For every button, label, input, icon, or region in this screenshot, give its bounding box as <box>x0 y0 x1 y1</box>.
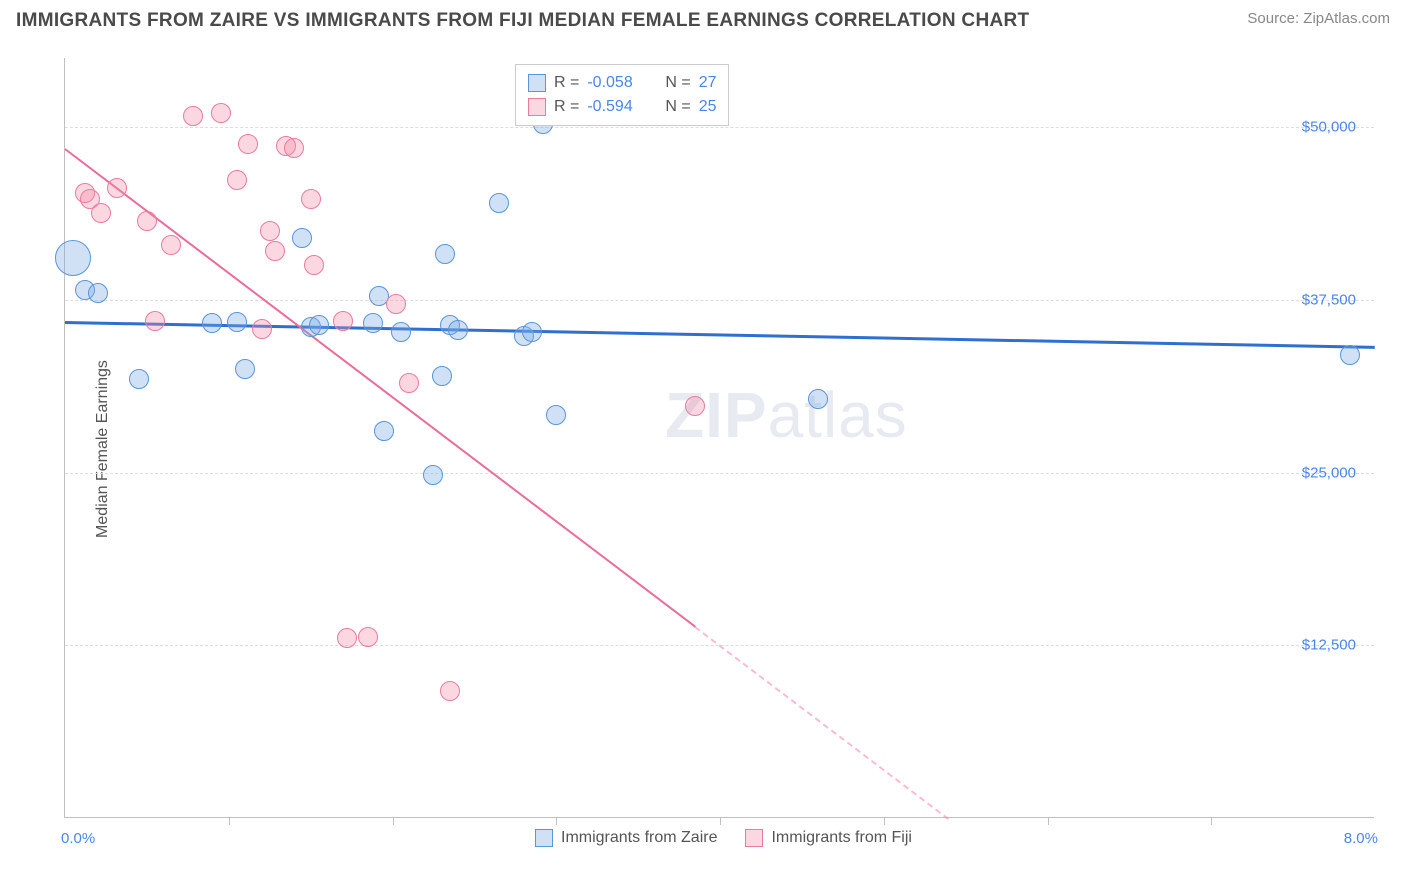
data-point-fiji <box>685 396 705 416</box>
y-tick-label: $37,500 <box>1302 291 1356 308</box>
y-tick-label: $25,000 <box>1302 464 1356 481</box>
data-point-zaire <box>374 421 394 441</box>
data-point-fiji <box>211 103 231 123</box>
data-point-zaire <box>129 369 149 389</box>
data-point-fiji <box>137 211 157 231</box>
legend-label: Immigrants from Zaire <box>561 829 717 847</box>
data-point-fiji <box>161 235 181 255</box>
legend-row-zaire: R = -0.058 N = 27 <box>528 71 716 95</box>
source-label: Source: <box>1247 10 1303 27</box>
r-label: R = <box>554 71 579 95</box>
source-value: ZipAtlas.com <box>1303 10 1390 27</box>
data-point-fiji <box>358 627 378 647</box>
data-point-fiji <box>399 373 419 393</box>
data-point-zaire <box>432 366 452 386</box>
regression-line <box>64 148 696 627</box>
data-point-zaire <box>309 315 329 335</box>
data-point-fiji <box>284 138 304 158</box>
data-point-fiji <box>337 628 357 648</box>
gridline <box>65 127 1374 128</box>
x-tick <box>884 817 885 825</box>
n-label: N = <box>665 95 690 119</box>
x-tick <box>720 817 721 825</box>
n-label: N = <box>665 71 690 95</box>
data-point-fiji <box>183 106 203 126</box>
r-label: R = <box>554 95 579 119</box>
legend-swatch <box>535 829 553 847</box>
data-point-zaire <box>1340 345 1360 365</box>
gridline <box>65 473 1374 474</box>
watermark: ZIPatlas <box>665 378 908 452</box>
y-tick-label: $12,500 <box>1302 637 1356 654</box>
x-right-label: 8.0% <box>1344 830 1378 847</box>
data-point-zaire <box>448 320 468 340</box>
data-point-zaire <box>88 283 108 303</box>
x-tick <box>556 817 557 825</box>
regression-line <box>695 626 950 820</box>
x-tick <box>1048 817 1049 825</box>
data-point-zaire <box>546 405 566 425</box>
data-point-zaire <box>55 240 91 276</box>
data-point-zaire <box>391 322 411 342</box>
x-tick <box>229 817 230 825</box>
n-value: 25 <box>699 95 717 119</box>
data-point-fiji <box>252 319 272 339</box>
x-left-label: 0.0% <box>61 830 95 847</box>
data-point-zaire <box>808 389 828 409</box>
data-point-zaire <box>292 228 312 248</box>
legend-item-zaire: Immigrants from Zaire <box>535 829 717 847</box>
legend-swatch <box>528 74 546 92</box>
data-point-zaire <box>435 244 455 264</box>
data-point-fiji <box>227 170 247 190</box>
plot-area: ZIPatlas $12,500$25,000$37,500$50,0000.0… <box>64 58 1374 818</box>
data-point-zaire <box>227 312 247 332</box>
data-point-zaire <box>202 313 222 333</box>
data-point-fiji <box>301 189 321 209</box>
gridline <box>65 300 1374 301</box>
y-tick-label: $50,000 <box>1302 119 1356 136</box>
chart-title: IMMIGRANTS FROM ZAIRE VS IMMIGRANTS FROM… <box>16 10 1029 32</box>
data-point-fiji <box>91 203 111 223</box>
legend-row-fiji: R = -0.594 N = 25 <box>528 95 716 119</box>
legend-swatch <box>528 98 546 116</box>
data-point-zaire <box>489 193 509 213</box>
correlation-legend: R = -0.058 N = 27 R = -0.594 N = 25 <box>515 64 729 126</box>
data-point-fiji <box>265 241 285 261</box>
legend-label: Immigrants from Fiji <box>771 829 911 847</box>
n-value: 27 <box>699 71 717 95</box>
r-value: -0.058 <box>587 71 647 95</box>
series-legend: Immigrants from Zaire Immigrants from Fij… <box>535 829 912 847</box>
x-tick <box>393 817 394 825</box>
data-point-fiji <box>238 134 258 154</box>
x-tick <box>1211 817 1212 825</box>
data-point-zaire <box>522 322 542 342</box>
data-point-fiji <box>440 681 460 701</box>
data-point-fiji <box>333 311 353 331</box>
data-point-fiji <box>304 255 324 275</box>
r-value: -0.594 <box>587 95 647 119</box>
data-point-zaire <box>235 359 255 379</box>
data-point-fiji <box>386 294 406 314</box>
legend-item-fiji: Immigrants from Fiji <box>745 829 911 847</box>
data-point-fiji <box>260 221 280 241</box>
data-point-fiji <box>107 178 127 198</box>
data-point-fiji <box>145 311 165 331</box>
watermark-light: atlas <box>768 379 908 451</box>
data-point-zaire <box>363 313 383 333</box>
watermark-bold: ZIP <box>665 379 768 451</box>
legend-swatch <box>745 829 763 847</box>
data-point-zaire <box>423 465 443 485</box>
source-attribution: Source: ZipAtlas.com <box>1247 10 1390 27</box>
chart-container: Median Female Earnings ZIPatlas $12,500$… <box>16 44 1390 854</box>
